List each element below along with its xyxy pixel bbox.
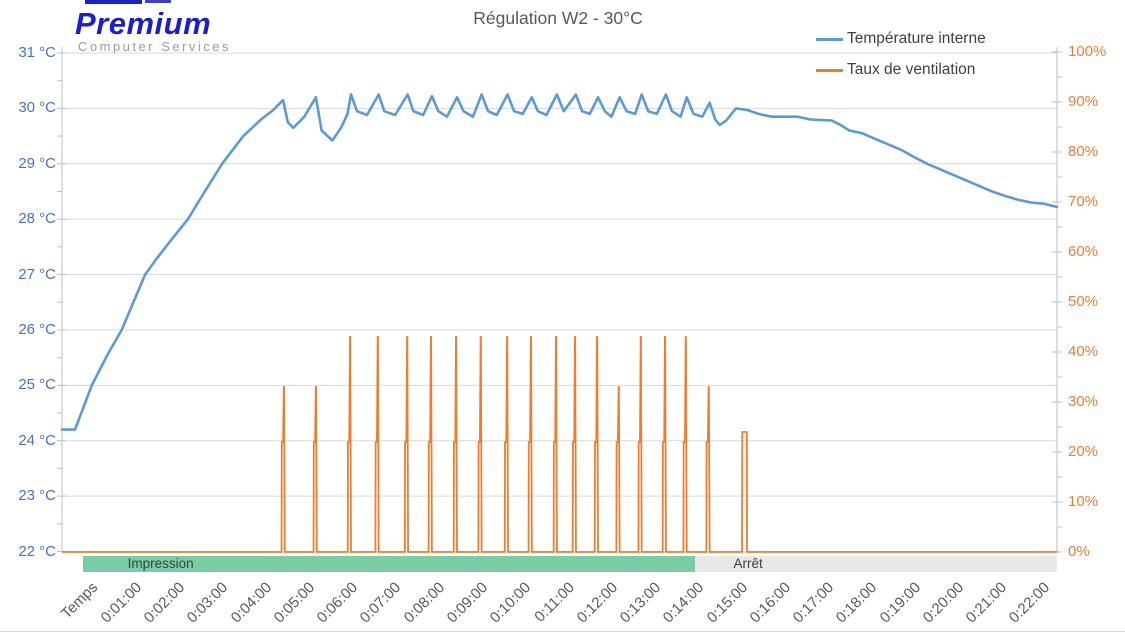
- legend-item-ventilation: Taux de ventilation: [816, 61, 975, 79]
- logo-brand: Premium: [75, 6, 212, 41]
- left-axis-label: 24 °C: [18, 431, 56, 449]
- right-axis-label: 30%: [1068, 393, 1099, 410]
- right-axis-label: 50%: [1068, 293, 1099, 310]
- ventilation-line-swatch: [816, 68, 843, 72]
- chart-bottom-border: [0, 631, 1125, 632]
- left-axis-label: 29 °C: [18, 154, 56, 172]
- left-axis-label: 28 °C: [18, 210, 56, 228]
- arret-phase-band: [694, 556, 1057, 572]
- left-axis-label: 25 °C: [18, 376, 56, 394]
- impression-phase-label: Impression: [127, 556, 194, 571]
- legend-item-temperature: Température interne: [816, 30, 986, 48]
- left-axis-label: 31 °C: [18, 44, 56, 61]
- left-axis-label: 26 °C: [18, 320, 56, 338]
- left-axis-label: 30 °C: [18, 99, 56, 117]
- right-axis-label: 70%: [1068, 193, 1099, 210]
- logo-subtitle: Computer Services: [78, 39, 232, 54]
- left-axis-label: 22 °C: [18, 542, 56, 560]
- left-axis-label: 27 °C: [18, 265, 56, 283]
- temperature-series-line: [60, 93, 1059, 431]
- right-axis-label: 60%: [1068, 243, 1099, 260]
- right-axis-label: 40%: [1068, 343, 1099, 360]
- logo-swoosh-bar: [85, 0, 142, 4]
- impression-phase-band: [83, 556, 695, 572]
- temperature-line-swatch: [816, 37, 843, 41]
- legend-label-ventilation: Taux de ventilation: [847, 61, 976, 78]
- right-axis-label: 80%: [1068, 143, 1099, 160]
- logo-swoosh-bar-2: [145, 0, 171, 3]
- right-axis-label: 90%: [1068, 93, 1099, 110]
- legend-label-temperature: Température interne: [847, 30, 986, 47]
- left-axis-label: 23 °C: [18, 487, 56, 505]
- arret-phase-label: Arrêt: [733, 556, 763, 571]
- right-axis-label: 100%: [1068, 43, 1107, 60]
- chart-title: Régulation W2 - 30°C: [473, 8, 643, 28]
- right-axis-label: 20%: [1068, 443, 1099, 460]
- right-axis-label: 10%: [1068, 493, 1099, 510]
- right-axis-label: 0%: [1068, 543, 1090, 560]
- ventilation-series-line: [62, 336, 1057, 553]
